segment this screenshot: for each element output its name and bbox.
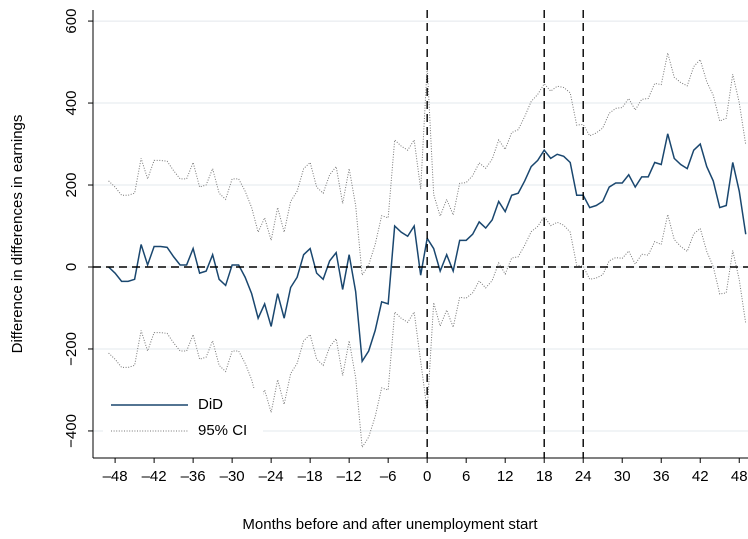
- x-tick-label: –6: [380, 468, 397, 485]
- y-axis-title: Difference in differences in earnings: [9, 115, 26, 354]
- x-tick-label: 12: [497, 468, 514, 485]
- y-tick-label: −400: [63, 414, 80, 448]
- x-tick-label: –30: [220, 468, 245, 485]
- x-tick-label: 6: [462, 468, 470, 485]
- legend-box: [103, 388, 263, 450]
- x-axis-title: Months before and after unemployment sta…: [242, 516, 538, 533]
- legend-label: 95% CI: [198, 422, 247, 439]
- x-tick-label: 0: [423, 468, 431, 485]
- legend-label: DiD: [198, 396, 223, 413]
- x-tick-label: –12: [337, 468, 362, 485]
- x-tick-label: –36: [181, 468, 206, 485]
- x-tick-label: 18: [536, 468, 553, 485]
- x-tick-label: –48: [103, 468, 128, 485]
- x-tick-label: 24: [575, 468, 592, 485]
- y-tick-label: 200: [63, 173, 80, 198]
- x-tick-label: –18: [298, 468, 323, 485]
- x-tick-label: –24: [259, 468, 284, 485]
- y-tick-label: −200: [63, 332, 80, 366]
- y-tick-label: 0: [63, 263, 80, 271]
- ci-lower-line: [108, 214, 747, 449]
- x-tick-label: 48: [731, 468, 748, 485]
- x-tick-label: 36: [653, 468, 670, 485]
- x-tick-label: –42: [142, 468, 167, 485]
- x-tick-label: 42: [692, 468, 709, 485]
- y-tick-label: 600: [63, 9, 80, 34]
- x-tick-label: 30: [614, 468, 631, 485]
- y-tick-label: 400: [63, 91, 80, 116]
